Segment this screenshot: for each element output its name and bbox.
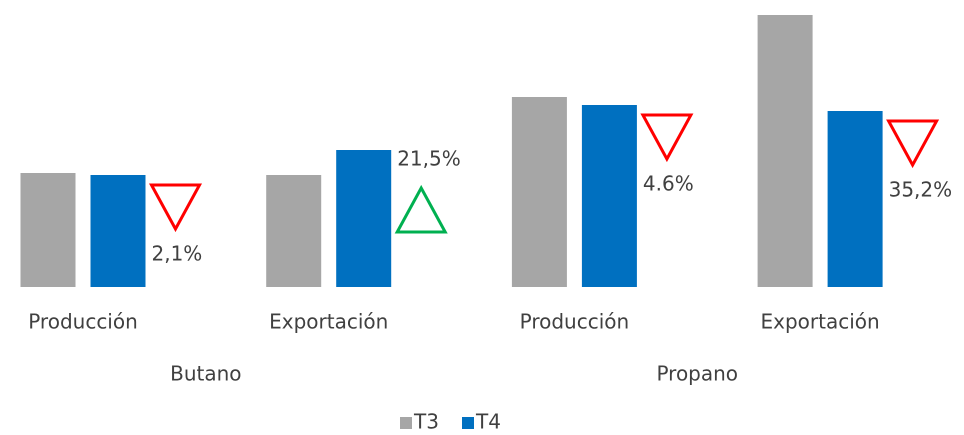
change-arrow [886,119,940,169]
bar [336,150,392,287]
legend-label: T4 [475,410,501,434]
group-label: Propano [656,362,738,386]
x-tick-label: Producción [520,310,630,334]
x-tick-label: Exportación [760,310,879,334]
change-label: 35,2% [889,178,953,202]
bar [511,97,567,287]
bar [581,105,637,287]
change-arrow [394,184,448,234]
change-label: 2,1% [152,242,203,266]
bar [757,15,813,287]
legend-swatch [462,417,474,429]
bar [20,173,76,287]
group-label: Butano [170,362,241,386]
change-label: 4.6% [643,172,694,196]
bar [90,175,146,287]
change-label: 21,5% [397,147,461,171]
legend-label: T3 [413,410,439,434]
legend-swatch [400,417,412,429]
change-arrow [640,113,694,163]
change-arrow [148,183,203,233]
x-tick-label: Exportación [269,310,388,334]
bar [827,111,883,287]
bar [266,175,322,287]
x-tick-label: Producción [28,310,138,334]
